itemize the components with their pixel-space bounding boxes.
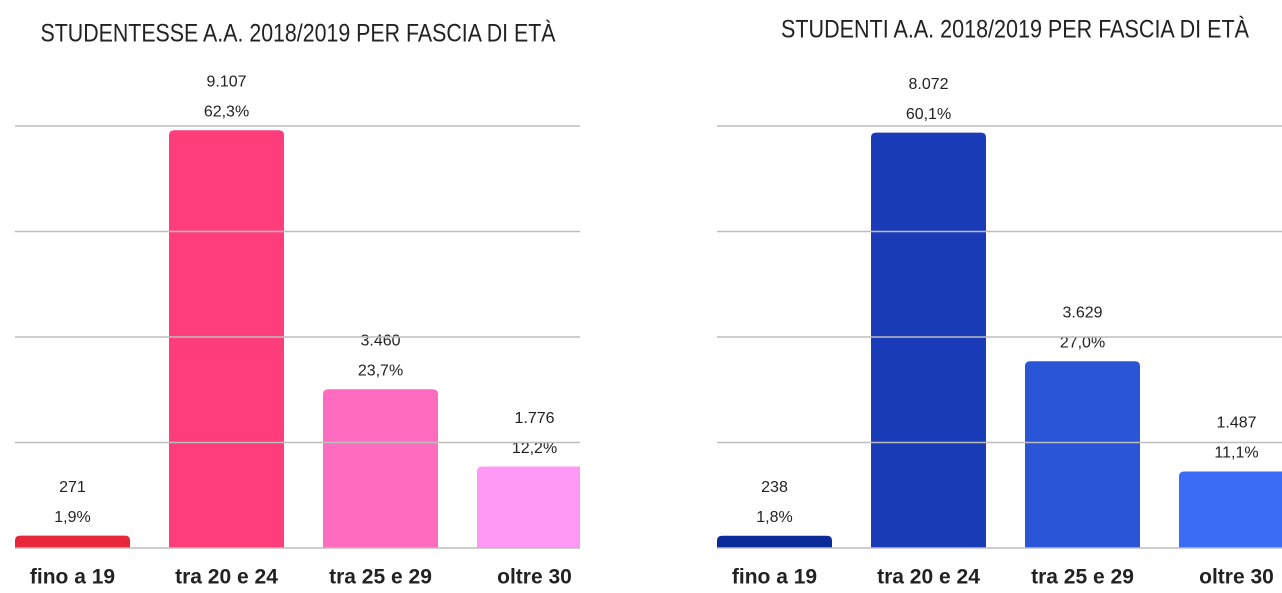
bar — [477, 466, 580, 548]
bar — [1179, 471, 1282, 548]
bar — [15, 535, 130, 548]
chart-title: STUDENTESSE A.A. 2018/2019 PER FASCIA DI… — [41, 19, 556, 48]
x-tick-label: tra 20 e 24 — [877, 566, 980, 588]
x-tick-label: fino a 19 — [732, 566, 817, 588]
value-label: 271 — [59, 479, 86, 496]
share-label: 11,1% — [1214, 445, 1258, 462]
chart-plot: 271 1,9% fino a 19 9.107 62,3% tra 20 e 24 3.4… — [15, 73, 580, 588]
x-tick-label: oltre 30 — [1199, 566, 1274, 588]
bar — [717, 535, 832, 548]
bar — [169, 130, 284, 548]
share-label: 62,3% — [204, 103, 249, 120]
bar — [323, 389, 438, 548]
share-label: 12,2% — [512, 440, 557, 457]
bar — [871, 132, 986, 548]
share-label: 23,7% — [358, 363, 403, 380]
value-label: 1.776 — [514, 410, 554, 427]
share-label: 27,0% — [1060, 334, 1105, 351]
share-label: 1,8% — [756, 509, 792, 526]
share-label: 60,1% — [906, 106, 951, 123]
bar — [1025, 361, 1140, 548]
x-tick-label: fino a 19 — [30, 566, 115, 588]
value-label: 3.460 — [360, 333, 400, 350]
value-label: 3.629 — [1062, 304, 1102, 321]
value-label: 9.107 — [206, 73, 246, 90]
x-tick-label: tra 25 e 29 — [329, 566, 432, 588]
x-tick-label: oltre 30 — [497, 566, 572, 588]
x-tick-label: tra 20 e 24 — [175, 566, 278, 588]
value-label: 1.487 — [1216, 415, 1256, 432]
chart-plot: 238 1,8% fino a 19 8.072 60,1% tra 20 e 24 3.6… — [717, 76, 1282, 588]
value-label: 238 — [761, 479, 788, 496]
share-label: 1,9% — [54, 509, 90, 526]
x-tick-label: tra 25 e 29 — [1031, 566, 1134, 588]
chart-title: STUDENTI A.A. 2018/2019 PER FASCIA DI ET… — [781, 15, 1249, 44]
value-label: 8.072 — [908, 76, 948, 93]
